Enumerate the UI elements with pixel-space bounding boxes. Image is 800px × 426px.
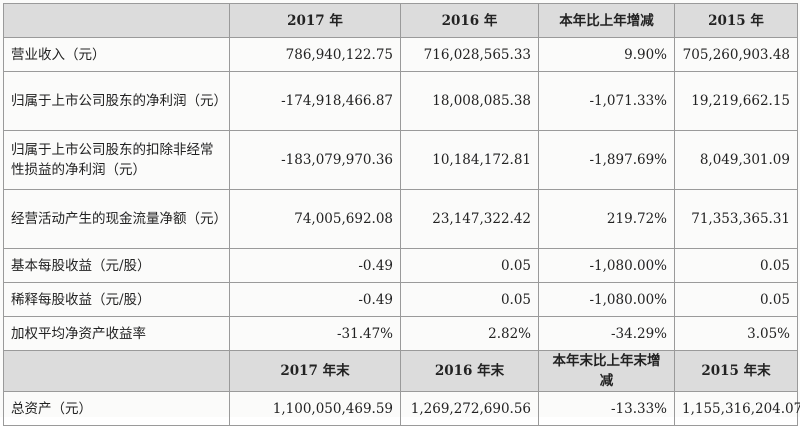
row-label: 稀释每股收益（元/股） [3, 282, 230, 317]
header-cell-blank [3, 3, 230, 38]
table-row-basic-eps: 基本每股收益（元/股） -0.49 0.05 -1,080.00% 0.05 [3, 248, 798, 283]
cell-2016-end: 1,269,272,690.56 [400, 391, 539, 426]
cell-change: -1,080.00% [538, 248, 675, 283]
cell-change: -1,080.00% [538, 282, 675, 317]
header-row-year-end: 2017 年末 2016 年末 本年末比上年末增减 2015 年末 [3, 350, 798, 392]
header-cell-change: 本年比上年增减 [538, 3, 675, 38]
table-row-net-profit-deducted: 归属于上市公司股东的扣除非经常性损益的净利润（元） -183,079,970.3… [3, 130, 798, 190]
row-label: 总资产（元） [3, 391, 230, 426]
cell-2016: 10,184,172.81 [400, 130, 539, 190]
header-cell-blank [3, 350, 230, 392]
cell-2015: 0.05 [674, 282, 798, 317]
cell-2016: 0.05 [400, 282, 539, 317]
header-cell-change-end: 本年末比上年末增减 [538, 350, 675, 392]
cell-2017: -0.49 [229, 282, 401, 317]
cell-2017: 74,005,692.08 [229, 189, 401, 249]
cell-change: 9.90% [538, 37, 675, 72]
cell-2015: 8,049,301.09 [674, 130, 798, 190]
cell-change: -34.29% [538, 316, 675, 351]
table-row-roe: 加权平均净资产收益率 -31.47% 2.82% -34.29% 3.05% [3, 316, 798, 351]
cell-2017: -183,079,970.36 [229, 130, 401, 190]
cell-2016: 0.05 [400, 248, 539, 283]
cell-2015-end: 1,155,316,204.07 [674, 391, 800, 426]
table-row-operating-cash-flow: 经营活动产生的现金流量净额（元） 74,005,692.08 23,147,32… [3, 189, 798, 249]
row-label: 经营活动产生的现金流量净额（元） [3, 189, 230, 249]
header-cell-2015-end: 2015 年末 [674, 350, 798, 392]
financial-summary-table: 2017 年 2016 年 本年比上年增减 2015 年 营业收入（元） 786… [3, 3, 800, 426]
header-cell-2015: 2015 年 [674, 3, 798, 38]
cell-2016: 716,028,565.33 [400, 37, 539, 72]
header-cell-2016-end: 2016 年末 [400, 350, 539, 392]
cell-2017: -174,918,466.87 [229, 71, 401, 131]
cell-2016: 2.82% [400, 316, 539, 351]
cell-change: -1,897.69% [538, 130, 675, 190]
row-label: 基本每股收益（元/股） [3, 248, 230, 283]
cell-change: 219.72% [538, 189, 675, 249]
cell-2017: -0.49 [229, 248, 401, 283]
row-label: 归属于上市公司股东的扣除非经常性损益的净利润（元） [3, 130, 230, 190]
header-row-annual: 2017 年 2016 年 本年比上年增减 2015 年 [3, 3, 798, 38]
table-row-revenue: 营业收入（元） 786,940,122.75 716,028,565.33 9.… [3, 37, 798, 72]
cell-2016: 18,008,085.38 [400, 71, 539, 131]
cell-2015: 0.05 [674, 248, 798, 283]
cell-2017-end: 1,100,050,469.59 [229, 391, 401, 426]
cell-2017: -31.47% [229, 316, 401, 351]
financial-summary-sheet: 2017 年 2016 年 本年比上年增减 2015 年 营业收入（元） 786… [3, 3, 800, 426]
header-cell-2017-end: 2017 年末 [229, 350, 401, 392]
header-cell-2017: 2017 年 [229, 3, 401, 38]
row-label: 归属于上市公司股东的净利润（元） [3, 71, 230, 131]
header-cell-2016: 2016 年 [400, 3, 539, 38]
table-row-diluted-eps: 稀释每股收益（元/股） -0.49 0.05 -1,080.00% 0.05 [3, 282, 798, 317]
cell-2015: 3.05% [674, 316, 798, 351]
row-label: 加权平均净资产收益率 [3, 316, 230, 351]
cell-change: -1,071.33% [538, 71, 675, 131]
cell-2015: 705,260,903.48 [674, 37, 798, 72]
row-label: 营业收入（元） [3, 37, 230, 72]
cell-2015: 19,219,662.15 [674, 71, 798, 131]
table-row-net-profit: 归属于上市公司股东的净利润（元） -174,918,466.87 18,008,… [3, 71, 798, 131]
cell-2015: 71,353,365.31 [674, 189, 798, 249]
cell-change-end: -13.33% [538, 391, 675, 426]
table-row-total-assets: 总资产（元） 1,100,050,469.59 1,269,272,690.56… [3, 391, 800, 426]
cell-2017: 786,940,122.75 [229, 37, 401, 72]
cell-2016: 23,147,322.42 [400, 189, 539, 249]
